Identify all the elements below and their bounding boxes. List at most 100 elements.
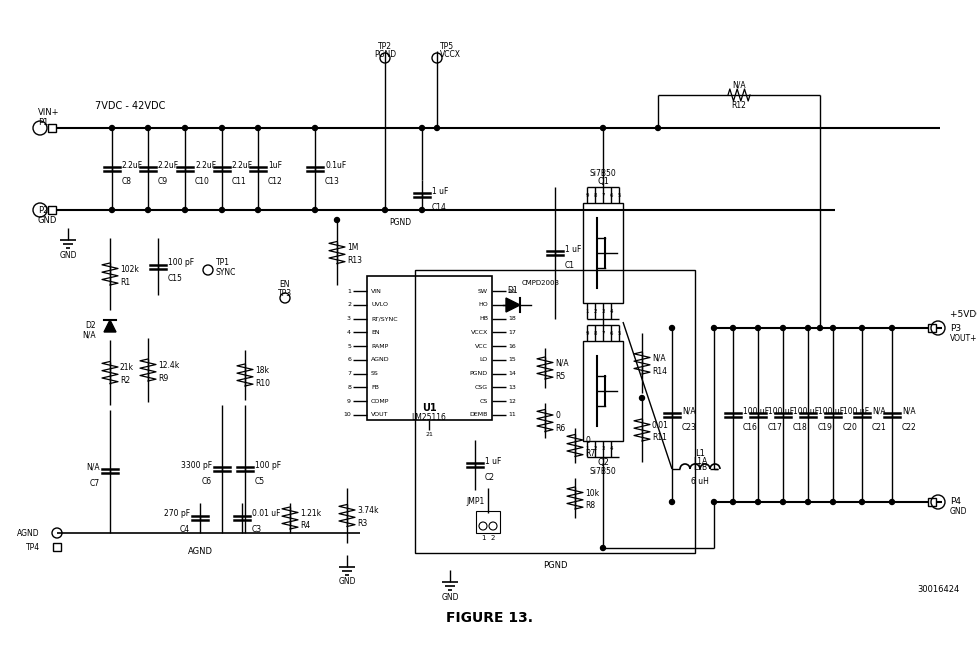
Text: N/A: N/A xyxy=(652,353,665,362)
Text: R6: R6 xyxy=(554,424,565,433)
Text: 2: 2 xyxy=(490,535,494,541)
Text: R1: R1 xyxy=(120,277,130,286)
Text: C18: C18 xyxy=(792,422,807,432)
Text: 18k: 18k xyxy=(255,366,269,375)
Circle shape xyxy=(255,126,260,130)
Text: 15: 15 xyxy=(507,357,515,362)
Text: 2.2uF: 2.2uF xyxy=(158,161,179,170)
Text: C6: C6 xyxy=(201,477,212,486)
Bar xyxy=(48,206,56,214)
Circle shape xyxy=(829,499,834,504)
Text: 1 uF: 1 uF xyxy=(485,457,501,466)
Circle shape xyxy=(382,208,387,212)
Text: N/A: N/A xyxy=(681,406,695,415)
Text: HO: HO xyxy=(478,303,488,307)
Circle shape xyxy=(109,208,114,212)
Text: 10k: 10k xyxy=(584,488,599,497)
Text: GND: GND xyxy=(949,508,966,517)
Text: VCCX: VCCX xyxy=(440,50,460,59)
Circle shape xyxy=(780,326,785,330)
Text: Si7B50: Si7B50 xyxy=(589,466,616,475)
Text: N/A: N/A xyxy=(871,406,885,415)
Text: N/A: N/A xyxy=(86,463,100,472)
Text: R3: R3 xyxy=(357,519,367,528)
Text: 1: 1 xyxy=(481,535,485,541)
Text: 8: 8 xyxy=(347,385,351,390)
Text: C10: C10 xyxy=(194,177,210,186)
Circle shape xyxy=(829,326,834,330)
Text: 0.01 uF: 0.01 uF xyxy=(252,510,280,519)
Text: VOUT: VOUT xyxy=(370,413,388,417)
Text: C14: C14 xyxy=(432,203,446,212)
Text: HB: HB xyxy=(479,316,488,321)
Text: 2: 2 xyxy=(593,446,596,452)
Text: JMP1: JMP1 xyxy=(465,497,484,506)
Text: 3: 3 xyxy=(347,316,351,321)
Text: GND: GND xyxy=(338,577,356,586)
Text: R14: R14 xyxy=(652,366,666,375)
Circle shape xyxy=(889,326,894,330)
Text: C22: C22 xyxy=(901,422,915,432)
Text: 19: 19 xyxy=(507,303,515,307)
Text: PGND: PGND xyxy=(469,371,488,376)
Text: 21k: 21k xyxy=(120,363,134,372)
Text: 18: 18 xyxy=(507,316,515,321)
Text: TP4: TP4 xyxy=(25,542,40,551)
Text: 10: 10 xyxy=(343,413,351,417)
Circle shape xyxy=(639,395,644,401)
Text: 4: 4 xyxy=(347,330,351,335)
Text: 2: 2 xyxy=(347,303,351,307)
Text: 5: 5 xyxy=(616,192,620,197)
Text: 1M: 1M xyxy=(347,243,358,252)
Circle shape xyxy=(754,499,760,504)
Text: 6: 6 xyxy=(609,330,613,335)
Text: 0.1uF: 0.1uF xyxy=(324,161,346,170)
Text: 17: 17 xyxy=(507,330,515,335)
Bar xyxy=(476,511,499,533)
Text: C23: C23 xyxy=(681,422,697,432)
Text: R5: R5 xyxy=(554,372,565,381)
Text: 2.2uF: 2.2uF xyxy=(232,161,253,170)
Text: P4: P4 xyxy=(949,497,960,506)
Circle shape xyxy=(183,126,188,130)
Text: EN: EN xyxy=(370,330,379,335)
Text: TP5: TP5 xyxy=(440,41,453,50)
Text: LM25116: LM25116 xyxy=(411,413,446,421)
Text: C9: C9 xyxy=(158,177,168,186)
Text: TP1: TP1 xyxy=(216,257,230,266)
Text: L1B: L1B xyxy=(693,464,706,473)
Text: AGND: AGND xyxy=(370,357,389,362)
Text: 0: 0 xyxy=(584,436,589,445)
Circle shape xyxy=(730,499,735,504)
Text: C1: C1 xyxy=(565,261,574,270)
Circle shape xyxy=(780,499,785,504)
Text: N/A: N/A xyxy=(901,406,914,415)
Text: VOUT+: VOUT+ xyxy=(949,333,976,342)
Text: C20: C20 xyxy=(842,422,857,432)
Circle shape xyxy=(754,326,760,330)
Text: 7VDC - 42VDC: 7VDC - 42VDC xyxy=(95,101,165,111)
Circle shape xyxy=(419,126,424,130)
Text: R13: R13 xyxy=(347,256,361,265)
Text: TP2: TP2 xyxy=(378,41,392,50)
Circle shape xyxy=(805,326,810,330)
Text: 1.21k: 1.21k xyxy=(300,508,320,517)
Text: P1: P1 xyxy=(38,117,48,126)
Text: GND: GND xyxy=(38,215,58,224)
Circle shape xyxy=(817,326,822,330)
Text: 12: 12 xyxy=(507,399,515,404)
Text: Q2: Q2 xyxy=(596,459,609,468)
Circle shape xyxy=(711,326,716,330)
Circle shape xyxy=(669,326,674,330)
Text: PGND: PGND xyxy=(389,217,410,226)
Bar xyxy=(582,203,622,303)
Text: 7: 7 xyxy=(601,192,604,197)
Text: 270 pF: 270 pF xyxy=(164,510,190,519)
Circle shape xyxy=(313,126,318,130)
Bar xyxy=(927,324,935,332)
Circle shape xyxy=(219,126,225,130)
Bar xyxy=(48,124,56,132)
Text: 13: 13 xyxy=(507,385,515,390)
Text: 5: 5 xyxy=(347,344,351,348)
Text: 0.01: 0.01 xyxy=(652,421,668,430)
